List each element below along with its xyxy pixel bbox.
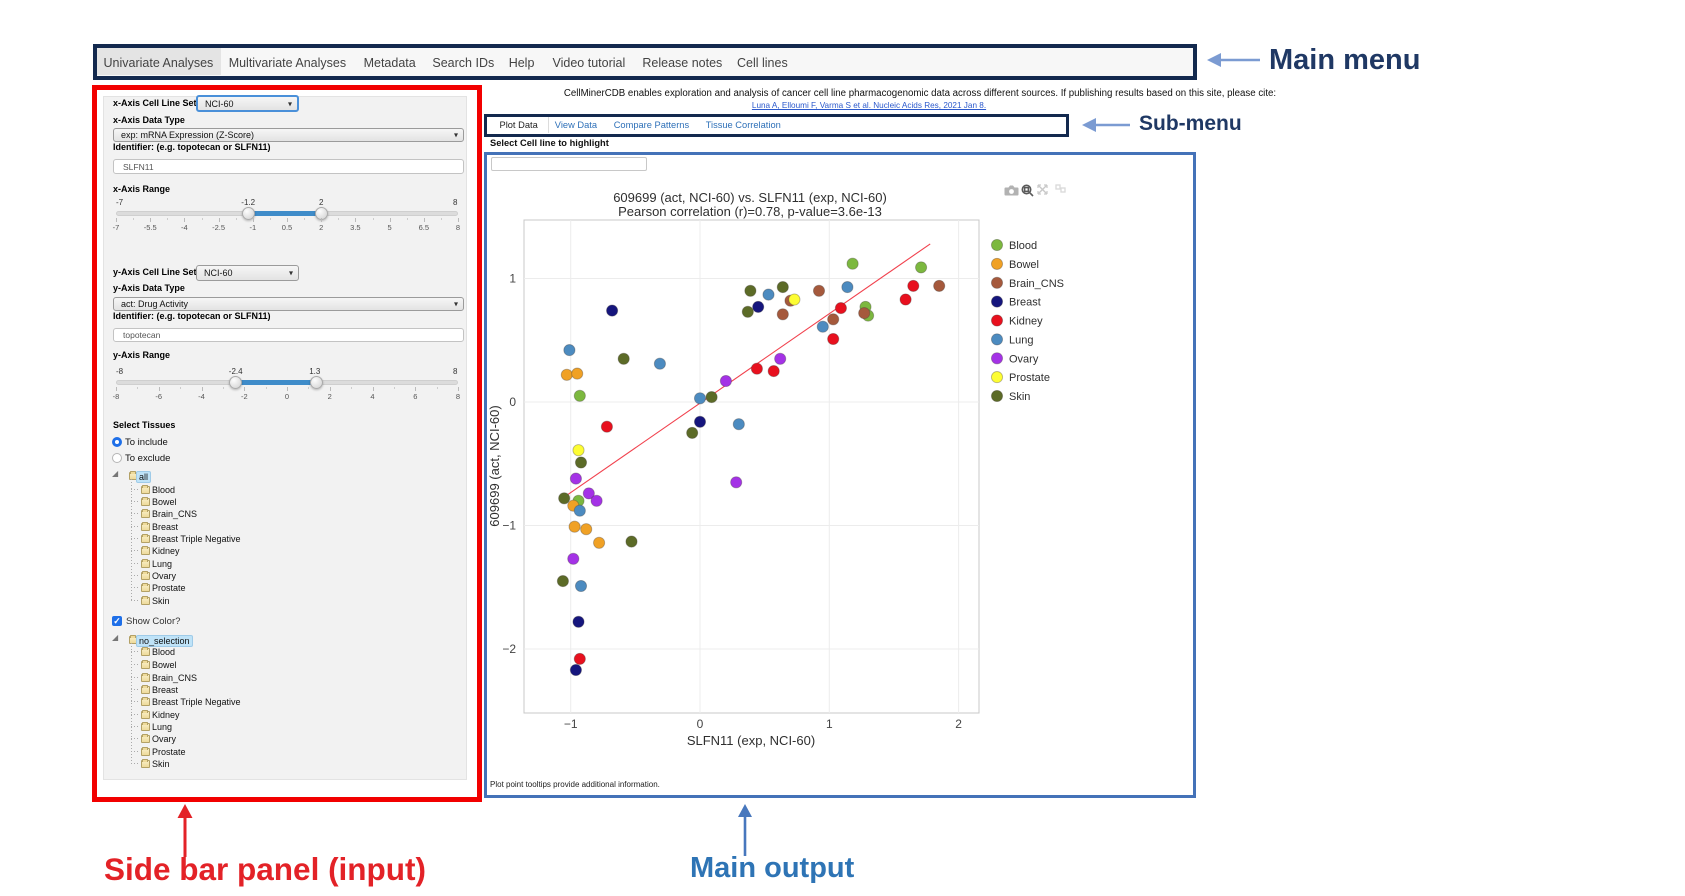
svg-text:−1: −1 (564, 717, 578, 731)
svg-text:Lung: Lung (1009, 334, 1033, 346)
svg-text:Breast: Breast (1009, 297, 1041, 309)
svg-text:609699 (act, NCI-60): 609699 (act, NCI-60) (488, 405, 502, 526)
svg-text:−1: −1 (502, 519, 516, 533)
svg-text:Brain_CNS: Brain_CNS (1009, 278, 1064, 290)
svg-text:Prostate: Prostate (1009, 372, 1050, 384)
svg-text:0: 0 (509, 395, 516, 409)
svg-text:609699 (act, NCI-60) vs. SLFN1: 609699 (act, NCI-60) vs. SLFN11 (exp, NC… (613, 190, 887, 205)
svg-text:1: 1 (826, 717, 833, 731)
svg-text:SLFN11 (exp, NCI-60): SLFN11 (exp, NCI-60) (687, 733, 815, 748)
svg-text:0: 0 (697, 717, 704, 731)
svg-text:−2: −2 (502, 642, 516, 656)
svg-text:Blood: Blood (1009, 240, 1037, 252)
svg-text:2: 2 (955, 717, 962, 731)
svg-text:Skin: Skin (1009, 391, 1030, 403)
svg-text:Kidney: Kidney (1009, 316, 1043, 328)
svg-text:Ovary: Ovary (1009, 353, 1039, 365)
svg-text:Bowel: Bowel (1009, 259, 1039, 271)
svg-text:Pearson correlation (r)=0.78,: Pearson correlation (r)=0.78, p-value=3.… (618, 204, 882, 219)
svg-text:1: 1 (509, 272, 516, 286)
